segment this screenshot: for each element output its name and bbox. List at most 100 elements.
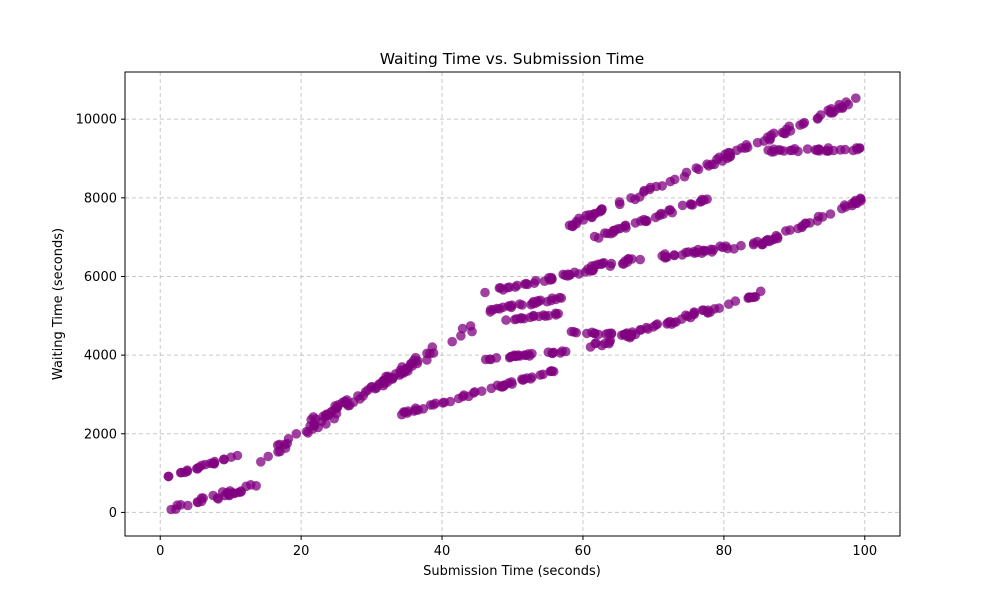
data-point: [418, 404, 429, 414]
y-axis-ticks: 0 2000 4000 6000 8000 10000: [76, 113, 125, 521]
data-point: [425, 348, 435, 359]
data-point: [263, 451, 274, 462]
data-point: [560, 346, 571, 357]
x-tick-label: 0: [156, 544, 164, 559]
data-point: [331, 403, 342, 414]
data-point: [445, 396, 456, 407]
y-tick-label: 0: [109, 506, 117, 521]
y-tick-label: 2000: [84, 427, 117, 442]
data-point: [553, 308, 563, 319]
data-point: [567, 221, 578, 232]
x-tick-label: 60: [575, 544, 592, 559]
y-tick-label: 10000: [76, 113, 117, 128]
data-point: [519, 313, 529, 324]
data-point: [251, 481, 261, 491]
data-point: [589, 231, 600, 242]
data-point: [821, 146, 831, 156]
data-point: [196, 460, 207, 471]
data-point: [467, 326, 477, 337]
data-point: [681, 247, 691, 258]
data-point: [539, 276, 550, 287]
data-point: [470, 387, 480, 397]
data-point: [507, 379, 517, 389]
data-point: [626, 331, 637, 341]
data-point: [175, 467, 186, 478]
data-point: [784, 121, 794, 132]
data-point: [840, 144, 850, 155]
y-tick-label: 6000: [84, 270, 117, 285]
data-point: [639, 214, 649, 225]
data-point: [282, 438, 293, 449]
data-point: [615, 199, 625, 210]
data-point: [527, 348, 537, 359]
data-point: [636, 325, 646, 335]
data-point: [597, 340, 607, 351]
data-point: [834, 103, 845, 113]
data-point: [703, 161, 714, 171]
data-point: [670, 174, 680, 185]
data-point: [802, 144, 813, 154]
x-tick-label: 100: [852, 544, 877, 559]
data-point: [769, 234, 779, 244]
data-point: [696, 196, 706, 207]
data-point: [430, 398, 441, 409]
data-point: [586, 261, 597, 271]
data-point: [681, 167, 692, 178]
data-point: [456, 331, 466, 341]
data-point: [232, 450, 243, 461]
data-point: [554, 292, 565, 303]
grid-lines: [125, 72, 900, 536]
x-tick-label: 20: [293, 544, 310, 559]
data-point: [616, 330, 627, 341]
data-point: [812, 145, 822, 156]
x-axis-ticks: 0 20 40 60 80 100: [156, 536, 877, 559]
data-point: [549, 347, 559, 358]
data-point: [658, 209, 669, 219]
data-point: [755, 286, 766, 297]
y-tick-label: 8000: [84, 191, 117, 206]
data-point: [669, 250, 680, 260]
data-point: [722, 153, 732, 164]
data-point: [584, 210, 595, 220]
data-point: [373, 380, 384, 390]
data-point: [531, 275, 541, 286]
data-point: [488, 304, 499, 315]
data-point: [341, 398, 352, 409]
data-point: [677, 200, 688, 211]
data-point: [816, 110, 826, 120]
data-point: [183, 500, 193, 511]
chart-title: Waiting Time vs. Submission Time: [380, 50, 645, 68]
data-point: [255, 457, 266, 467]
data-point: [752, 137, 763, 148]
x-tick-label: 80: [716, 544, 733, 559]
data-point: [797, 221, 807, 231]
data-point: [491, 353, 502, 363]
data-point: [459, 390, 469, 400]
data-point: [503, 301, 514, 311]
data-point: [852, 144, 863, 155]
data-point: [621, 223, 631, 233]
data-point: [717, 242, 728, 253]
data-point: [363, 385, 373, 395]
data-point: [527, 298, 538, 309]
data-point: [596, 204, 607, 214]
data-point: [412, 358, 423, 369]
data-point: [502, 282, 513, 293]
data-point: [548, 366, 559, 377]
data-point: [528, 310, 539, 321]
data-point: [486, 383, 497, 394]
data-point: [566, 326, 577, 337]
data-point: [849, 197, 860, 208]
data-point: [500, 380, 510, 390]
x-axis-label: Submission Time (seconds): [423, 564, 601, 579]
y-axis-label: Waiting Time (seconds): [51, 228, 66, 380]
data-point: [480, 287, 490, 298]
data-point: [805, 218, 815, 228]
data-point: [512, 351, 522, 362]
y-tick-label: 4000: [84, 349, 117, 364]
data-point: [663, 317, 673, 328]
data-point: [630, 218, 641, 228]
data-point: [437, 398, 448, 408]
data-point: [542, 296, 552, 307]
